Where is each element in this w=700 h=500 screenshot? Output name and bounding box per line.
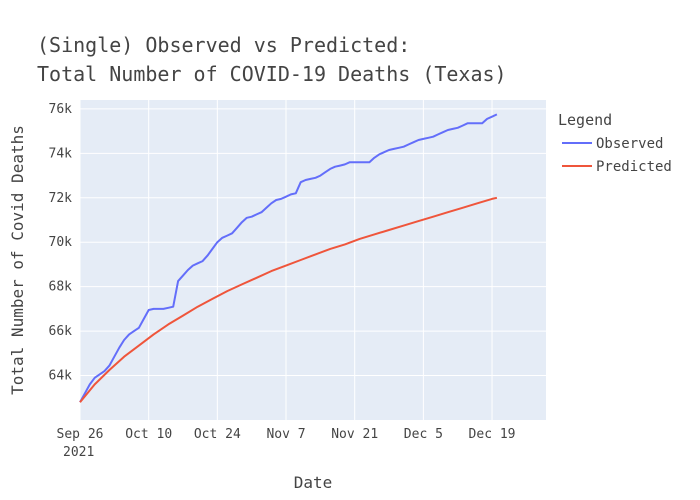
series-line-observed[interactable]	[79, 113, 498, 403]
y-tick-label: 66k	[49, 324, 73, 339]
legend-label-observed: Observed	[596, 136, 663, 152]
legend-item-observed[interactable]: Observed	[562, 136, 663, 152]
y-tick-label: 70k	[49, 235, 73, 250]
y-tick-labels: 64k 66k 68k 70k 72k 74k 76k	[49, 102, 73, 384]
y-tick-label: 74k	[49, 146, 73, 161]
legend-label-predicted: Predicted	[596, 159, 672, 175]
series-line-predicted[interactable]	[79, 196, 498, 403]
x-tick-label: Nov 21	[331, 427, 378, 442]
plot-area[interactable]	[80, 100, 546, 420]
legend-title: Legend	[558, 111, 612, 129]
x-tick-label: Oct 10	[125, 427, 172, 442]
legend-item-predicted[interactable]: Predicted	[562, 159, 672, 175]
x-tick-year-label: 2021	[63, 445, 94, 460]
y-tick-label: 64k	[49, 369, 73, 384]
x-tick-label: Nov 7	[266, 427, 305, 442]
x-tick-label: Dec 5	[404, 427, 443, 442]
x-axis-title: Date	[294, 473, 333, 492]
chart-title-line-1: (Single) Observed vs Predicted:	[37, 33, 410, 57]
x-gridlines	[79, 100, 493, 420]
x-tick-label: Oct 24	[194, 427, 241, 442]
y-tick-label: 76k	[49, 102, 73, 117]
y-tick-label: 68k	[49, 280, 73, 295]
chart-title-line-2: Total Number of COVID-19 Deaths (Texas)	[37, 62, 507, 86]
y-tick-label: 72k	[49, 191, 73, 206]
x-tick-labels: Sep 26 2021 Oct 10 Oct 24 Nov 7 Nov 21 Dec 5 De…	[57, 427, 516, 460]
x-tick-label: Dec 19	[469, 427, 516, 442]
legend: Legend Observed Predicted	[558, 111, 672, 175]
x-tick-label: Sep 26	[57, 427, 104, 442]
series-lines	[79, 113, 498, 403]
y-axis-title: Total Number of Covid Deaths	[8, 125, 27, 395]
